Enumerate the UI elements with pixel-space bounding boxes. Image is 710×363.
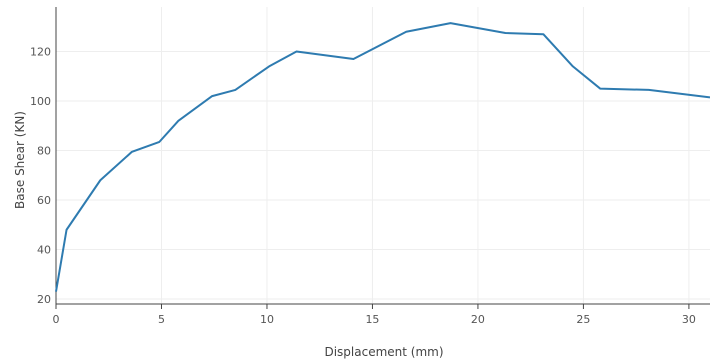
x-axis-title: Displacement (mm): [324, 345, 443, 359]
x-tick-label: 30: [682, 313, 696, 326]
y-tick-label: 60: [37, 194, 51, 207]
data-point: [295, 50, 297, 52]
data-point: [177, 120, 179, 122]
series-layer: [55, 22, 710, 292]
data-point: [572, 65, 574, 67]
data-point: [352, 58, 354, 60]
data-point: [211, 95, 213, 97]
data-point: [158, 141, 160, 143]
x-tick-label: 5: [158, 313, 165, 326]
data-point: [449, 22, 451, 24]
data-point: [542, 33, 544, 35]
y-tick-label: 100: [30, 95, 51, 108]
data-point: [268, 65, 270, 67]
data-point: [234, 89, 236, 91]
grid-layer: [56, 7, 710, 304]
data-point: [504, 32, 506, 34]
data-point: [405, 31, 407, 33]
x-tick-label: 0: [53, 313, 60, 326]
labels-layer: Displacement (mm) Base Shear (KN): [13, 111, 444, 359]
data-point: [131, 151, 133, 153]
x-tick-label: 15: [365, 313, 379, 326]
y-tick-label: 80: [37, 145, 51, 158]
y-axis-title: Base Shear (KN): [13, 111, 27, 209]
y-tick-label: 20: [37, 293, 51, 306]
data-point: [648, 89, 650, 91]
x-tick-label: 20: [471, 313, 485, 326]
series-line: [55, 22, 710, 292]
data-point: [55, 290, 57, 292]
axes-layer: 20 40 60 80 100 120 0 5 10 15 20 25 30: [30, 7, 710, 326]
y-tick-label: 40: [37, 244, 51, 257]
y-tick-label: 120: [30, 46, 51, 59]
data-point: [599, 87, 601, 89]
data-point: [65, 229, 67, 231]
data-point: [99, 179, 101, 181]
x-tick-label: 10: [260, 313, 274, 326]
x-tick-label: 25: [576, 313, 590, 326]
